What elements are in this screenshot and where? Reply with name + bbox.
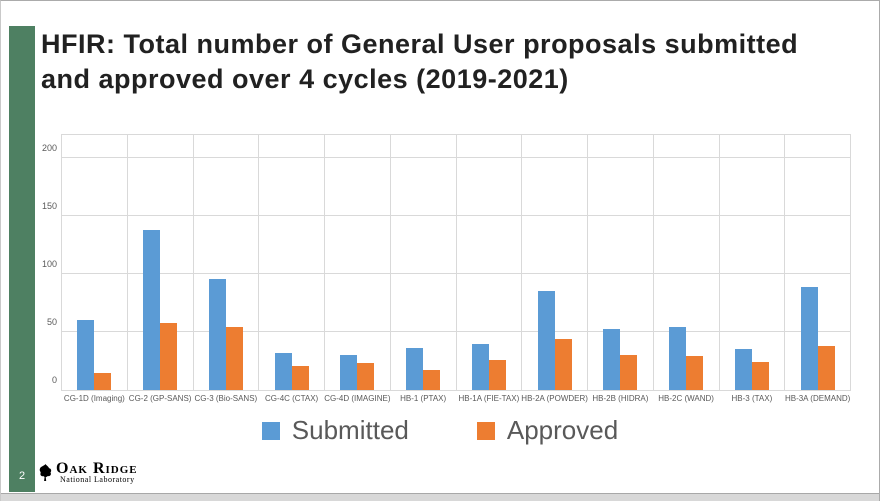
x-axis-category-label: CG-1D (Imaging)	[63, 394, 125, 403]
x-axis-category-label: HB-2A (POWDER)	[521, 394, 588, 403]
approved-bar	[554, 339, 572, 390]
approved-bar	[291, 365, 309, 390]
x-axis-category-label: CG-4C (CTAX)	[265, 394, 319, 403]
ornl-logo-org: Oak Ridge	[56, 460, 138, 477]
x-axis-category-label: HB-3 (TAX)	[731, 394, 773, 403]
submitted-bar	[537, 291, 555, 390]
approved-bar	[686, 356, 704, 390]
x-axis-category-label: CG-2 (GP-SANS)	[128, 394, 192, 403]
chart-legend: Submitted Approved	[1, 415, 879, 446]
bar-group: CG-2 (GP-SANS)	[128, 135, 194, 403]
y-axis-tick-label: 0	[51, 375, 57, 385]
y-axis-tick-label: 50	[46, 317, 57, 328]
plot-area: 0 50 100 150 200 CG-1D (Imaging) CG-2 (GP-SANS…	[42, 134, 851, 403]
y-axis-tick-label: 200	[41, 143, 57, 154]
approved-bar	[160, 322, 178, 390]
x-axis-category-label: CG-3 (Bio-SANS)	[194, 394, 258, 403]
bar-group: CG-1D (Imaging)	[62, 135, 128, 403]
y-axis-tick-label: 150	[41, 201, 57, 212]
submitted-bar	[208, 278, 226, 390]
bar-group: HB-3A (DEMAND)	[785, 135, 851, 403]
gridline	[62, 273, 851, 275]
legend-item-submitted: Submitted	[261, 415, 409, 446]
approved-bar	[488, 359, 506, 390]
approved-bar	[225, 327, 243, 390]
bar-chart: 0 50 100 150 200 CG-1D (Imaging) CG-2 (GP-SANS…	[42, 129, 861, 405]
ornl-logo: Oak Ridge National Laboratory	[37, 460, 138, 485]
submitted-bar	[471, 343, 489, 390]
bar-group: CG-4D (IMAGINE)	[324, 135, 391, 403]
gridline	[62, 331, 851, 333]
submitted-bar	[143, 230, 161, 390]
submitted-bar	[603, 328, 621, 390]
submitted-bar	[77, 320, 95, 390]
page-number: 2	[18, 470, 26, 482]
legend-item-approved: Approved	[476, 415, 619, 446]
window-bottom-edge	[1, 493, 879, 501]
approved-bar	[620, 355, 638, 390]
x-axis-category-label: HB-2C (WAND)	[658, 394, 714, 403]
legend-label: Approved	[506, 415, 619, 445]
bar-group: CG-4C (CTAX)	[259, 135, 325, 403]
submitted-bar	[800, 286, 818, 390]
submitted-bar	[734, 349, 752, 390]
ornl-logo-sub: National Laboratory	[60, 475, 135, 484]
y-axis-tick-label: 100	[41, 259, 57, 270]
x-axis-category-label: HB-3A (DEMAND)	[784, 394, 851, 403]
gridline	[62, 157, 851, 159]
submitted-bar	[340, 355, 358, 390]
x-axis-category-label: HB-1 (PTAX)	[400, 394, 447, 403]
submitted-legend-swatch	[261, 421, 280, 440]
oak-leaf-icon	[39, 464, 52, 481]
bar-group: HB-2B (HIDRA)	[588, 135, 654, 403]
x-axis-category-label: CG-4D (IMAGINE)	[324, 394, 391, 403]
accent-bar	[9, 26, 35, 492]
bar-group: HB-1A (FIE-TAX)	[457, 135, 523, 403]
bar-group: HB-3 (TAX)	[720, 135, 786, 403]
submitted-bar	[406, 348, 424, 390]
bar-group: CG-3 (Bio-SANS)	[194, 135, 260, 403]
approved-bar	[817, 345, 835, 390]
approved-legend-swatch	[476, 421, 495, 440]
legend-label: Submitted	[291, 415, 409, 445]
bar-groups: CG-1D (Imaging) CG-2 (GP-SANS) CG-3 (Bio-S…	[62, 135, 851, 403]
approved-bar	[94, 372, 112, 390]
bar-group: HB-2C (WAND)	[654, 135, 720, 403]
ornl-logo-text: Oak Ridge National Laboratory	[56, 460, 138, 485]
submitted-bar	[274, 352, 292, 390]
approved-bar	[423, 370, 441, 390]
approved-bar	[751, 362, 769, 390]
submitted-bar	[669, 327, 687, 390]
slide-title: HFIR: Total number of General User propo…	[41, 29, 799, 95]
bar-group: HB-1 (PTAX)	[391, 135, 457, 403]
bar-group: HB-2A (POWDER)	[521, 135, 588, 403]
approved-bar	[357, 363, 375, 390]
x-axis-category-label: HB-2B (HIDRA)	[592, 394, 649, 403]
x-axis-category-label: HB-1A (FIE-TAX)	[458, 394, 520, 403]
gridline	[62, 215, 851, 217]
